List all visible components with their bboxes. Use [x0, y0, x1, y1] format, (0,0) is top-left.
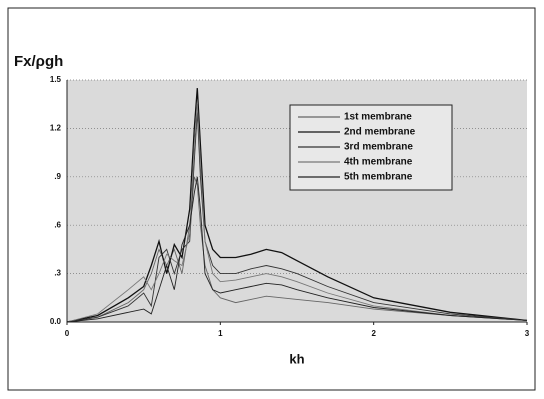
- legend-label: 4th membrane: [344, 157, 413, 168]
- x-tick-label: 2: [371, 329, 376, 338]
- y-tick-label: 1.2: [50, 124, 62, 133]
- legend-label: 2nd membrane: [344, 127, 416, 138]
- series-line: [66, 112, 528, 323]
- legend-label: 3rd membrane: [344, 142, 413, 153]
- y-tick-label: .6: [54, 220, 61, 229]
- y-tick-label: 0.0: [50, 317, 62, 326]
- y-tick-label: .3: [54, 269, 61, 278]
- x-axis-label: kh: [289, 351, 304, 366]
- series-line: [66, 88, 528, 323]
- series-line: [66, 104, 528, 323]
- y-axis-label: Fx/ρgh: [14, 53, 63, 70]
- x-tick-label: 1: [218, 329, 223, 338]
- x-tick-label: 3: [525, 329, 530, 338]
- series-line: [66, 176, 528, 323]
- series-line: [66, 176, 528, 323]
- y-tick-label: 1.5: [50, 75, 62, 84]
- legend-label: 1st membrane: [344, 112, 412, 123]
- legend-label: 5th membrane: [344, 172, 413, 183]
- x-tick-label: 0: [65, 329, 70, 338]
- y-tick-label: .9: [54, 172, 61, 181]
